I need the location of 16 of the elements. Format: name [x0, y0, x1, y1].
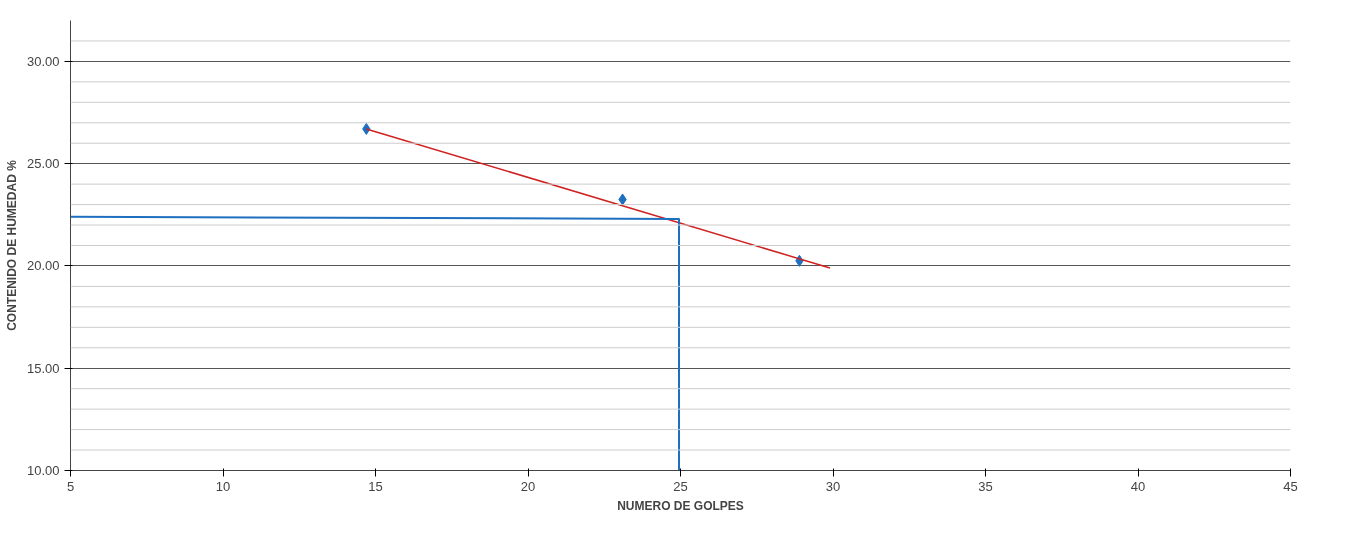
- y-tick-label: 30.00: [26, 53, 60, 69]
- y-tick-label: 10.00: [26, 463, 60, 478]
- y-axis-title: CONTENIDO DE HUMEDAD %: [4, 159, 19, 331]
- x-tick-label: 20: [520, 478, 536, 494]
- x-tick-label: 40: [1130, 478, 1146, 494]
- x-tick-label: 25: [673, 478, 688, 494]
- y-tick-label: 20.00: [26, 258, 60, 274]
- x-tick-label: 30: [825, 478, 841, 494]
- x-tick-label: 10: [215, 478, 231, 494]
- x-tick-label: 5: [66, 478, 75, 494]
- x-axis-title: NUMERO DE GOLPES: [617, 498, 744, 513]
- x-tick-label: 15: [368, 478, 383, 494]
- x-tick-label: 45: [1283, 478, 1298, 494]
- x-tick-label: 35: [978, 478, 993, 494]
- y-tick-label: 25.00: [26, 156, 60, 172]
- y-tick-label: 15.00: [26, 360, 60, 376]
